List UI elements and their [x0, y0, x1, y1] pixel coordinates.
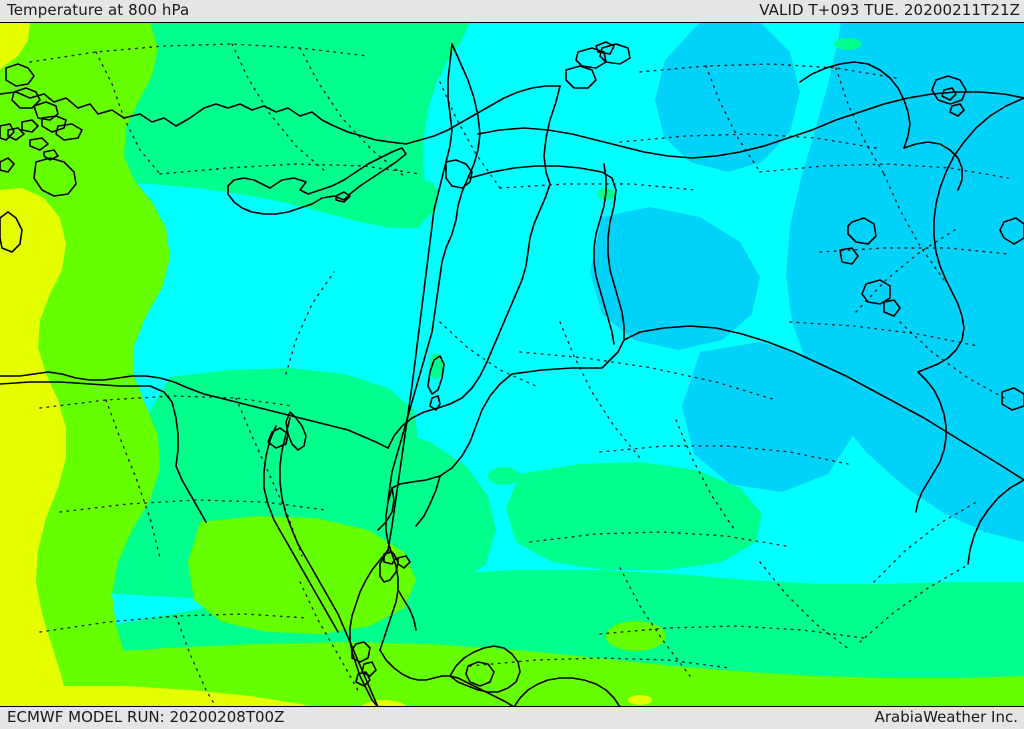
map-canvas	[0, 22, 1024, 707]
temp-band-warm-west	[0, 22, 170, 707]
temp-band-warmest-south	[0, 686, 312, 707]
temp-blob-mild-6	[834, 38, 862, 50]
temp-band-mild-nile-delta	[148, 368, 418, 480]
temp-blob-warm-3	[938, 680, 1006, 707]
temp-band-warm-south	[0, 642, 1024, 707]
province-boundaries	[29, 43, 1009, 707]
page-title: Temperature at 800 hPa	[7, 1, 190, 19]
temp-blob-mild-5	[547, 541, 577, 557]
temp-blob-mild-2	[418, 181, 438, 215]
model-run-label: ECMWF MODEL RUN: 20200208T00Z	[7, 708, 285, 726]
temp-blob-warmest-2	[628, 695, 652, 705]
temp-band-warmest-corner	[0, 22, 30, 70]
valid-time-label: VALID T+093 TUE. 20200211T21Z	[759, 1, 1020, 19]
temp-blob-warm-2	[650, 677, 702, 703]
temp-band-cool-lobe-east	[590, 207, 760, 350]
footer-bar: ECMWF MODEL RUN: 20200208T00Z ArabiaWeat…	[0, 707, 1024, 729]
temp-band-cool-lobe-se	[682, 342, 852, 492]
credit-label: ArabiaWeather Inc.	[874, 708, 1018, 726]
temperature-map	[0, 22, 1024, 707]
temp-band-warm-sinai-lobe	[188, 516, 416, 634]
temp-blob-mild-1	[488, 467, 520, 485]
temp-band-warmest-west	[0, 188, 68, 707]
coastlines	[0, 41, 1024, 707]
header-bar: Temperature at 800 hPa VALID T+093 TUE. …	[0, 0, 1024, 22]
temp-blob-mild-4	[429, 353, 443, 379]
temp-blob-warm-1	[606, 621, 666, 651]
